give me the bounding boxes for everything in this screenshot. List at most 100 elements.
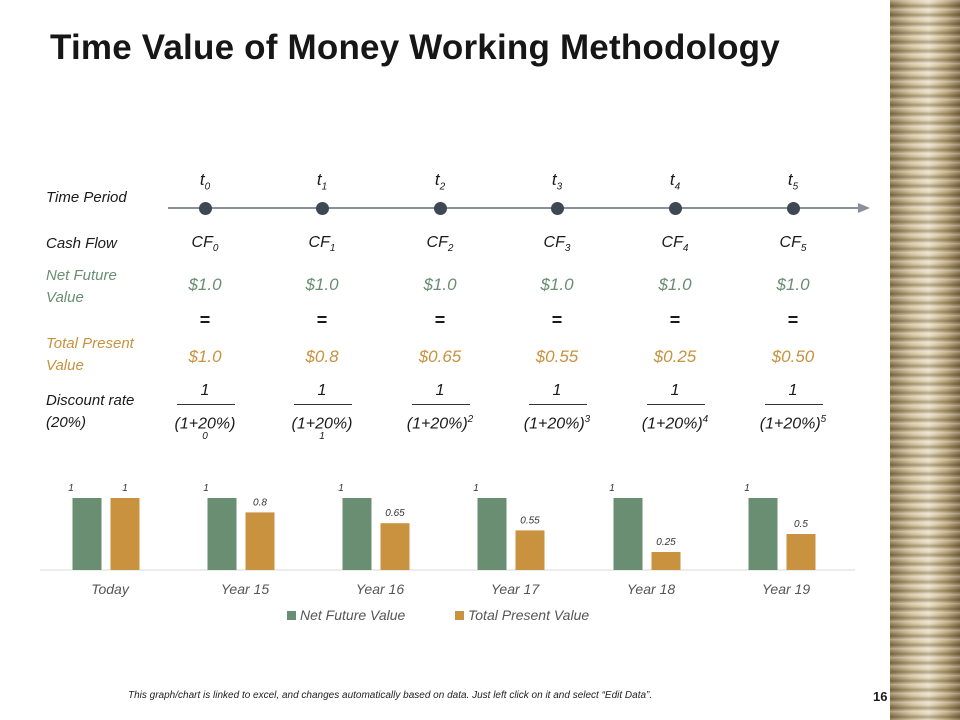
time-symbol: t bbox=[316, 170, 322, 189]
legend-swatch-total-present-value bbox=[455, 611, 464, 620]
bar-total-present-value bbox=[380, 523, 410, 570]
cash-flow-cell: CF1 bbox=[272, 234, 372, 254]
x-tick-label: Year 16 bbox=[356, 581, 404, 597]
denominator-base: (1+20%) bbox=[174, 415, 236, 433]
cash-flow-cell: CF4 bbox=[625, 234, 725, 254]
time-label: t5 bbox=[743, 170, 843, 192]
coin-stack-image bbox=[890, 0, 960, 720]
denominator-exponent: 2 bbox=[467, 414, 474, 425]
bar-data-label: 1 bbox=[203, 483, 209, 494]
equals-sign: = bbox=[434, 310, 446, 330]
equals-sign: = bbox=[316, 310, 328, 330]
net-future-value-cell: $1.0 bbox=[540, 275, 574, 294]
bar-data-label: 1 bbox=[122, 483, 128, 494]
time-label: t0 bbox=[155, 170, 255, 192]
bar-data-label: 1 bbox=[68, 483, 74, 494]
discount-denominator: (1+20%)2 bbox=[390, 414, 490, 433]
equals-sign: = bbox=[787, 310, 799, 330]
bar-data-label: 1 bbox=[609, 483, 615, 494]
time-label: t3 bbox=[507, 170, 607, 192]
x-tick-label: Year 17 bbox=[491, 581, 540, 597]
total-present-value-cell: $0.55 bbox=[535, 347, 579, 366]
x-tick-label: Year 15 bbox=[221, 581, 269, 597]
cash-flow-symbol: CF bbox=[661, 234, 683, 251]
bar-net-future-value bbox=[613, 498, 643, 570]
cash-flow-cell: CF3 bbox=[507, 234, 607, 254]
timeline-dot bbox=[669, 202, 682, 215]
cash-flow-symbol: CF bbox=[543, 234, 565, 251]
denominator-exponent-wrapped: 1 bbox=[319, 431, 325, 442]
fraction-line bbox=[294, 404, 352, 405]
cash-flow-subscript: 3 bbox=[564, 243, 571, 255]
cash-flow-cell: CF5 bbox=[743, 234, 843, 254]
discount-denominator: (1+20%) bbox=[155, 414, 255, 433]
discount-numerator: 1 bbox=[788, 382, 798, 399]
page-title: Time Value of Money Working Methodology bbox=[50, 28, 780, 67]
cash-flow-subscript: 5 bbox=[800, 243, 807, 255]
time-symbol: t bbox=[199, 170, 205, 189]
net-future-value-cell: $1.0 bbox=[776, 275, 810, 294]
net-future-value-label: Net Future Value bbox=[46, 267, 117, 306]
bar-chart: 1 1 Today 1 0.8 Year 15 1 0.65 Year 16 1 0.55 Year … bbox=[40, 483, 855, 623]
equals-sign: = bbox=[199, 310, 211, 330]
bar-data-label: 0.8 bbox=[253, 497, 267, 508]
cash-flow-subscript: 2 bbox=[447, 243, 454, 255]
time-symbol: t bbox=[551, 170, 557, 189]
bar-net-future-value bbox=[477, 498, 507, 570]
cash-flow-label: Cash Flow bbox=[46, 235, 117, 252]
total-present-value-cell: $0.8 bbox=[305, 347, 339, 366]
timeline-dot bbox=[787, 202, 800, 215]
bar-data-label: 1 bbox=[338, 483, 344, 494]
x-tick-label: Year 19 bbox=[762, 581, 810, 597]
timeline-line bbox=[168, 207, 858, 209]
timeline-dot bbox=[551, 202, 564, 215]
x-tick-label: Today bbox=[91, 581, 130, 597]
fraction-line bbox=[765, 404, 823, 405]
bar-net-future-value bbox=[72, 498, 102, 570]
bar-data-label: 0.65 bbox=[385, 508, 405, 519]
equals-sign: = bbox=[551, 310, 563, 330]
bar-data-label: 0.5 bbox=[794, 519, 808, 530]
footnote: This graph/chart is linked to excel, and… bbox=[128, 690, 653, 701]
denominator-exponent-wrapped: 0 bbox=[202, 431, 208, 442]
bar-net-future-value bbox=[207, 498, 237, 570]
time-subscript: 5 bbox=[792, 181, 799, 193]
bar-total-present-value bbox=[651, 552, 681, 570]
discount-numerator: 1 bbox=[317, 382, 327, 399]
discount-denominator: (1+20%)4 bbox=[625, 414, 725, 433]
denominator-base: (1+20%) bbox=[523, 415, 585, 433]
time-label: t2 bbox=[390, 170, 490, 192]
total-present-value-cell: $0.65 bbox=[418, 347, 462, 366]
denominator-base: (1+20%) bbox=[759, 415, 821, 433]
cash-flow-symbol: CF bbox=[779, 234, 801, 251]
total-present-value-cell: $1.0 bbox=[188, 347, 222, 366]
net-future-value-cell: $1.0 bbox=[188, 275, 222, 294]
total-present-value-cell: $0.25 bbox=[653, 347, 697, 366]
discount-numerator: 1 bbox=[200, 382, 210, 399]
time-period-label: Time Period bbox=[46, 189, 127, 206]
time-label: t4 bbox=[625, 170, 725, 192]
time-label: t1 bbox=[272, 170, 372, 192]
denominator-base: (1+20%) bbox=[291, 415, 353, 433]
time-subscript: 0 bbox=[204, 181, 211, 193]
bar-total-present-value bbox=[245, 512, 275, 570]
page-number: 16 bbox=[873, 689, 888, 704]
time-symbol: t bbox=[434, 170, 440, 189]
x-tick-label: Year 18 bbox=[627, 581, 675, 597]
cash-flow-subscript: 0 bbox=[212, 243, 219, 255]
discount-numerator: 1 bbox=[435, 382, 445, 399]
net-future-value-cell: $1.0 bbox=[423, 275, 457, 294]
total-present-value-cell: $0.50 bbox=[771, 347, 815, 366]
denominator-exponent: 5 bbox=[820, 414, 827, 425]
bar-total-present-value bbox=[110, 498, 140, 570]
legend-label-net-future-value: Net Future Value bbox=[300, 607, 406, 623]
time-subscript: 1 bbox=[321, 181, 328, 193]
fraction-line bbox=[412, 404, 470, 405]
legend-label-total-present-value: Total Present Value bbox=[468, 607, 589, 623]
discount-denominator: (1+20%) bbox=[272, 414, 372, 433]
total-present-value-label: Total Present Value bbox=[46, 335, 134, 374]
cash-flow-cell: CF2 bbox=[390, 234, 490, 254]
discount-rate-label: Discount rate (20%) bbox=[46, 392, 135, 431]
denominator-base: (1+20%) bbox=[641, 415, 703, 433]
bar-net-future-value bbox=[748, 498, 778, 570]
